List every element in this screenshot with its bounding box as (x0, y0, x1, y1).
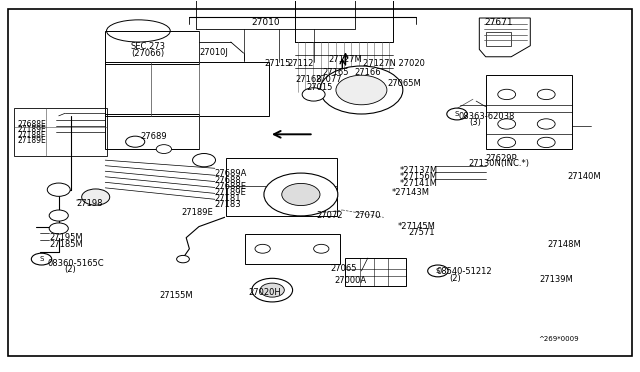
Text: 27183: 27183 (215, 200, 241, 209)
Circle shape (314, 244, 329, 253)
Text: S: S (455, 111, 459, 117)
Text: 27629P: 27629P (486, 154, 517, 163)
Text: 27140M: 27140M (567, 172, 601, 181)
Text: 27010J: 27010J (199, 48, 228, 57)
Text: ^269*0009: ^269*0009 (538, 336, 579, 341)
Text: *27143M: *27143M (392, 188, 430, 197)
Text: SEC.273: SEC.273 (131, 42, 166, 51)
Text: 27020H: 27020H (248, 288, 282, 296)
Circle shape (260, 283, 284, 297)
Text: 27127N 27020: 27127N 27020 (364, 60, 425, 68)
Circle shape (538, 137, 555, 148)
Text: 27127M: 27127M (328, 55, 362, 64)
Text: S: S (39, 256, 44, 262)
Text: 08363-62038: 08363-62038 (459, 112, 515, 121)
Text: 27571: 27571 (408, 228, 435, 237)
Text: 27189E: 27189E (17, 125, 46, 134)
Text: 27195M: 27195M (49, 233, 83, 242)
Bar (294, 0, 394, 42)
Circle shape (336, 75, 387, 105)
Text: 27688E: 27688E (215, 182, 247, 191)
Text: 27688E: 27688E (17, 119, 46, 129)
Circle shape (498, 119, 516, 129)
Text: 27070: 27070 (355, 211, 381, 220)
Text: 08540-51212: 08540-51212 (436, 267, 492, 276)
Circle shape (49, 223, 68, 234)
Text: 27077: 27077 (316, 75, 342, 84)
Text: 27189E: 27189E (17, 136, 46, 145)
Circle shape (252, 278, 292, 302)
Bar (346, 258, 406, 286)
Text: S: S (436, 268, 440, 274)
Text: (2): (2) (64, 265, 76, 275)
Text: 27065M: 27065M (387, 79, 420, 88)
Circle shape (82, 189, 109, 205)
Circle shape (47, 183, 70, 196)
Text: 27072: 27072 (316, 211, 342, 220)
Text: 27185M: 27185M (49, 240, 83, 248)
Text: 27198: 27198 (77, 199, 103, 208)
Circle shape (193, 154, 216, 167)
Circle shape (302, 88, 325, 101)
Circle shape (156, 145, 172, 154)
Bar (196, 0, 355, 29)
Text: 27112: 27112 (287, 60, 314, 68)
Circle shape (31, 253, 52, 265)
Text: 27130N(INC.*): 27130N(INC.*) (468, 160, 529, 169)
Text: 27010: 27010 (252, 18, 280, 27)
Circle shape (49, 210, 68, 221)
Text: 27181: 27181 (215, 194, 241, 203)
Text: 27688: 27688 (215, 176, 242, 185)
Circle shape (282, 183, 320, 206)
Text: 27689: 27689 (140, 132, 167, 141)
Circle shape (428, 265, 448, 277)
Text: 27689A: 27689A (215, 169, 247, 179)
Text: 27155M: 27155M (160, 291, 193, 300)
Text: 27165: 27165 (323, 68, 349, 77)
Text: 27148M: 27148M (547, 240, 581, 248)
Text: 27115: 27115 (264, 60, 291, 68)
Text: 27168: 27168 (296, 75, 323, 84)
Text: 27188F: 27188F (17, 131, 45, 140)
Circle shape (498, 89, 516, 100)
Text: 08360-5165C: 08360-5165C (48, 259, 104, 268)
Bar (245, 234, 340, 263)
Text: 27065: 27065 (330, 263, 356, 273)
Text: (27066): (27066) (131, 49, 164, 58)
Text: *27137M: *27137M (399, 166, 438, 175)
Circle shape (177, 256, 189, 263)
Text: 27166: 27166 (355, 68, 381, 77)
Text: 27671: 27671 (484, 18, 513, 27)
Text: (3): (3) (470, 118, 482, 127)
Circle shape (255, 244, 270, 253)
Text: 27015: 27015 (307, 83, 333, 92)
Bar (226, 158, 337, 215)
Circle shape (264, 173, 338, 216)
Bar (486, 32, 511, 46)
Circle shape (498, 137, 516, 148)
Text: 27000A: 27000A (335, 276, 367, 285)
Text: (2): (2) (449, 273, 461, 282)
Text: 27189E: 27189E (181, 208, 213, 217)
Bar (486, 75, 572, 149)
Circle shape (125, 136, 145, 147)
Circle shape (320, 66, 403, 114)
Text: 27139M: 27139M (540, 275, 573, 284)
Circle shape (538, 119, 555, 129)
Text: 27189E: 27189E (215, 188, 246, 197)
Circle shape (447, 108, 467, 120)
Text: *27141M: *27141M (399, 179, 438, 188)
Text: *27145M: *27145M (397, 222, 436, 231)
Text: *27156M: *27156M (399, 172, 438, 181)
Circle shape (538, 89, 555, 100)
